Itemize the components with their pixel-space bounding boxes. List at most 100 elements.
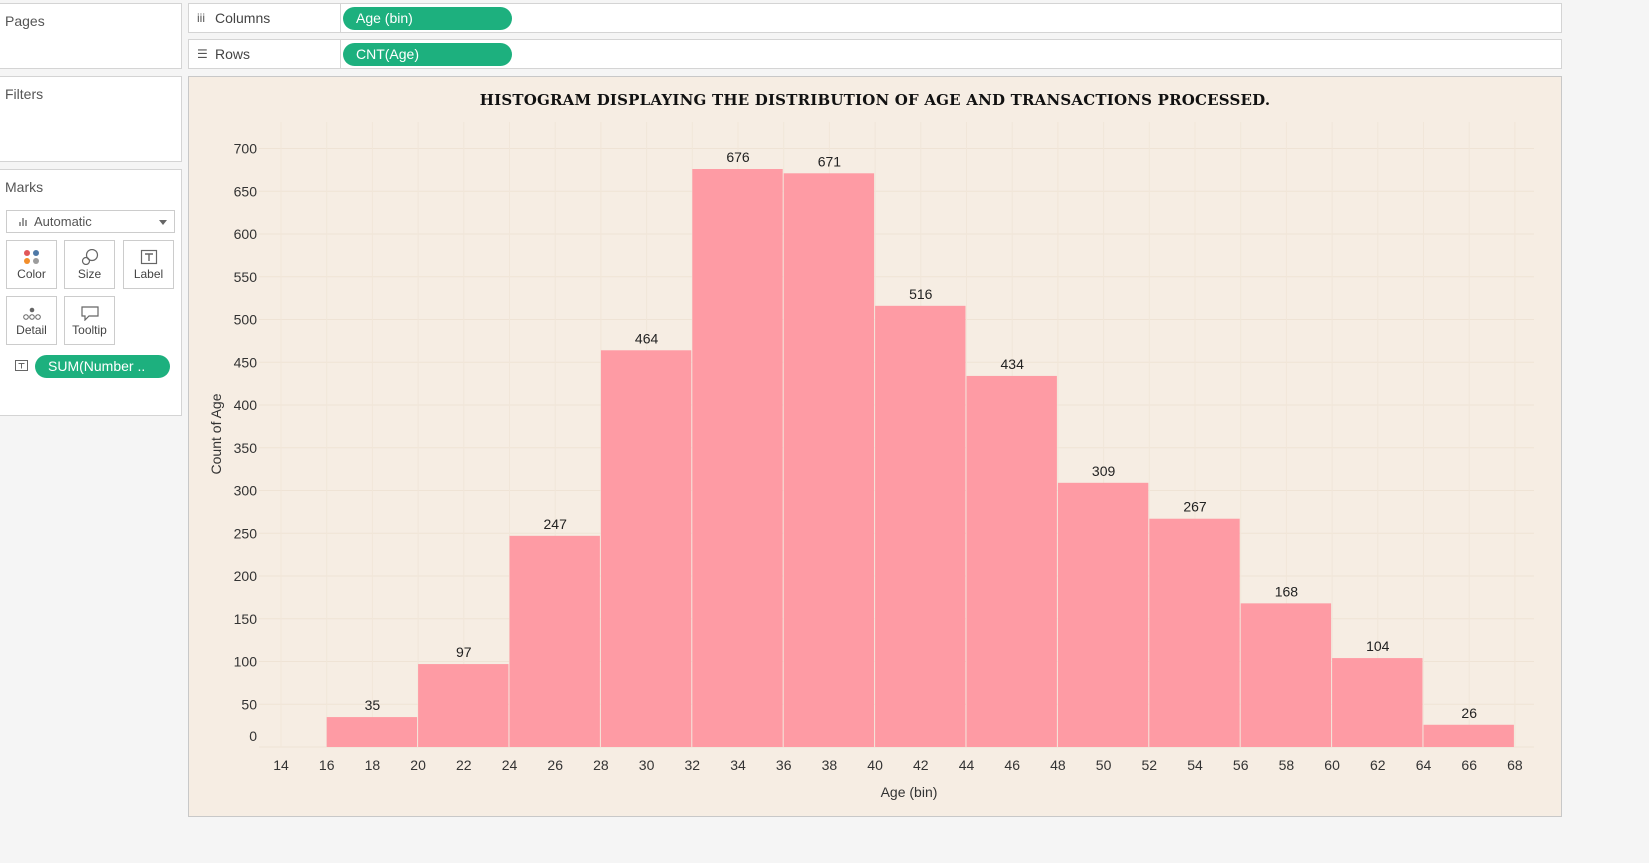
x-tick-label: 34 — [730, 757, 746, 773]
histogram-bar[interactable] — [1423, 724, 1514, 747]
columns-shelf[interactable]: iii Columns Age (bin) — [188, 3, 1562, 33]
x-tick-label: 28 — [593, 757, 609, 773]
size-card[interactable]: Size — [64, 240, 115, 289]
histogram-bar[interactable] — [692, 169, 783, 747]
x-tick-label: 62 — [1370, 757, 1386, 773]
rows-icon: ☰ — [197, 47, 208, 61]
bar-data-label: 464 — [635, 330, 659, 346]
bar-data-label: 26 — [1461, 705, 1477, 721]
x-tick-label: 48 — [1050, 757, 1066, 773]
x-tick-label: 18 — [365, 757, 381, 773]
label-text-icon — [140, 249, 157, 265]
bar-data-label: 676 — [726, 149, 750, 165]
x-tick-label: 40 — [867, 757, 883, 773]
y-tick-label: 550 — [234, 269, 258, 285]
detail-card[interactable]: Detail — [6, 296, 57, 345]
bar-data-label: 516 — [909, 286, 933, 302]
detail-dots-icon — [22, 307, 41, 320]
y-tick-label: 50 — [241, 696, 257, 712]
x-axis: 14 16 18 20 22 24 26 28 30 32 34 36 38 40 42 44 46 48 50 52… — [273, 757, 1523, 773]
bar-data-label: 168 — [1275, 583, 1299, 599]
chart-view: HISTOGRAM DISPLAYING THE DISTRIBUTION OF… — [188, 76, 1562, 817]
columns-shelf-label: iii Columns — [189, 4, 341, 32]
x-tick-label: 52 — [1142, 757, 1158, 773]
filters-title: Filters — [5, 86, 44, 102]
columns-label: Columns — [215, 10, 271, 26]
x-tick-label: 42 — [913, 757, 929, 773]
bars — [326, 169, 1514, 748]
x-tick-label: 58 — [1279, 757, 1295, 773]
label-card[interactable]: Label — [123, 240, 174, 289]
y-tick-label: 350 — [234, 440, 258, 456]
label-encoding-icon — [15, 360, 28, 371]
x-tick-label: 68 — [1507, 757, 1523, 773]
histogram-bar[interactable] — [875, 305, 966, 747]
y-tick-label: 400 — [234, 397, 258, 413]
tooltip-card-label: Tooltip — [72, 323, 107, 337]
y-tick-label: 700 — [234, 141, 258, 157]
x-tick-label: 14 — [273, 757, 289, 773]
bar-chart-icon — [19, 218, 29, 226]
y-tick-label: 100 — [234, 654, 258, 670]
rows-pill[interactable]: CNT(Age) — [343, 43, 512, 66]
chevron-down-icon — [159, 220, 167, 225]
histogram-bar[interactable] — [326, 717, 418, 747]
x-tick-label: 56 — [1233, 757, 1249, 773]
pages-title: Pages — [5, 13, 45, 29]
bar-data-label: 97 — [456, 644, 472, 660]
histogram-bar[interactable] — [783, 173, 875, 748]
marks-card: Marks Automatic Color Size Label — [0, 169, 182, 416]
histogram-bar[interactable] — [1149, 518, 1240, 747]
bar-data-label: 35 — [365, 697, 381, 713]
bar-data-label: 247 — [544, 516, 568, 532]
y-tick-label: 650 — [234, 183, 258, 199]
histogram-bar[interactable] — [1240, 603, 1332, 747]
histogram-bar[interactable] — [1057, 482, 1149, 747]
size-shapes-icon — [81, 249, 98, 265]
y-axis-label: Count of Age — [208, 393, 224, 474]
y-tick-label: 300 — [234, 483, 258, 499]
bar-data-label: 309 — [1092, 463, 1116, 479]
y-tick-label: 150 — [234, 611, 258, 627]
bar-data-label: 104 — [1366, 638, 1390, 654]
x-tick-label: 20 — [410, 757, 426, 773]
color-card[interactable]: Color — [6, 240, 57, 289]
label-card-label: Label — [133, 267, 164, 281]
color-dots-icon — [23, 250, 39, 264]
data-labels: 35 97 247 464 676 671 516 434 309 267 168 104 26 — [365, 149, 1478, 721]
filters-shelf[interactable]: Filters — [0, 76, 182, 162]
x-tick-label: 44 — [959, 757, 975, 773]
y-tick-label: 500 — [234, 312, 258, 328]
mark-type-dropdown[interactable]: Automatic — [6, 210, 175, 233]
y-tick-label: 450 — [234, 354, 258, 370]
histogram-chart: HISTOGRAM DISPLAYING THE DISTRIBUTION OF… — [208, 91, 1534, 800]
size-card-label: Size — [77, 267, 102, 281]
bar-data-label: 671 — [818, 153, 842, 169]
tooltip-card[interactable]: Tooltip — [64, 296, 115, 345]
histogram-bar[interactable] — [509, 535, 600, 747]
label-field-pill[interactable]: SUM(Number .. — [35, 355, 170, 378]
chart-title: HISTOGRAM DISPLAYING THE DISTRIBUTION OF… — [480, 91, 1271, 109]
x-tick-label: 26 — [547, 757, 563, 773]
pages-shelf[interactable]: Pages — [0, 3, 182, 69]
histogram-bar[interactable] — [418, 664, 509, 747]
y-tick-label: 0 — [249, 728, 257, 744]
x-tick-label: 32 — [685, 757, 701, 773]
marks-title: Marks — [5, 179, 44, 195]
rows-shelf[interactable]: ☰ Rows CNT(Age) — [188, 39, 1562, 69]
detail-card-label: Detail — [16, 323, 47, 337]
x-tick-label: 66 — [1461, 757, 1477, 773]
y-tick-label: 250 — [234, 525, 258, 541]
rows-label: Rows — [215, 46, 251, 62]
columns-pill[interactable]: Age (bin) — [343, 7, 512, 30]
histogram-bar[interactable] — [966, 375, 1057, 747]
rows-shelf-label: ☰ Rows — [189, 40, 341, 68]
bar-data-label: 267 — [1183, 499, 1207, 515]
x-tick-label: 36 — [776, 757, 792, 773]
y-axis: 0 50 100 150 200 250 300 350 400 450 500 550 600 650 7… — [234, 141, 258, 745]
bar-data-label: 434 — [1001, 356, 1025, 372]
x-tick-label: 50 — [1096, 757, 1112, 773]
x-tick-label: 24 — [502, 757, 518, 773]
histogram-bar[interactable] — [1332, 658, 1423, 747]
histogram-bar[interactable] — [600, 350, 692, 747]
